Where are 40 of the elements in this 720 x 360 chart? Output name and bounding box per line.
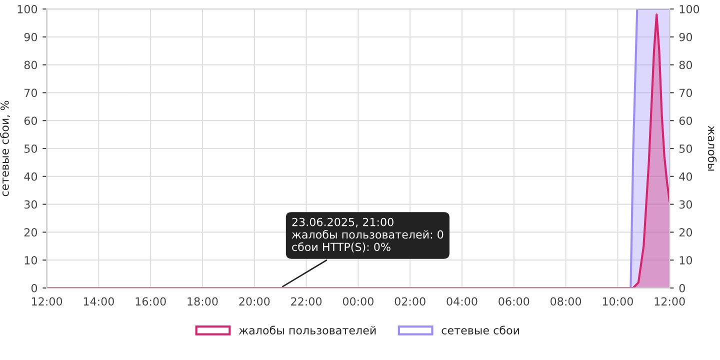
y2-tick-label: 10 xyxy=(680,256,692,264)
y2-tick-label: 20 xyxy=(679,228,692,237)
legend-label: жалобы пользователей xyxy=(238,326,376,334)
y2-tick-label: 50 xyxy=(679,144,692,153)
x-tick-label: 14:00 xyxy=(84,297,114,306)
x-tick-label: 18:00 xyxy=(188,297,218,306)
y-tick-label: 0 xyxy=(31,284,38,292)
y2-tick-label: 80 xyxy=(679,60,692,70)
y2-tick-label: 100 xyxy=(680,4,700,14)
y2-tick-label: 30 xyxy=(679,200,692,209)
x-tick-label: 16:00 xyxy=(136,297,166,306)
y-axis-title: сетевые сбои, % xyxy=(0,100,10,196)
x-tick-label: 02:00 xyxy=(394,297,426,306)
y-tick-label: 40 xyxy=(24,172,38,181)
y-tick-label: 50 xyxy=(24,144,38,153)
x-tick-label: 12:00 xyxy=(654,297,685,306)
x-tick-label: 22:00 xyxy=(291,297,322,306)
x-tick-label: 00:00 xyxy=(342,297,374,306)
y2-tick-label: 60 xyxy=(679,116,692,125)
y-tick-label: 10 xyxy=(24,256,38,264)
y-tick-label: 60 xyxy=(24,116,38,125)
y-tick-label: 80 xyxy=(24,60,38,70)
x-tick-label: 12:00 xyxy=(32,297,62,306)
x-tick-label: 10:00 xyxy=(602,297,633,306)
y2-tick-label: 70 xyxy=(680,88,692,98)
y2-axis-title: жалобы xyxy=(708,126,717,171)
annotation: 23.06.2025, 21:00 жалобы пользователей: 0 сбои HTTP(S): 0% xyxy=(292,218,444,252)
y-tick-label: 30 xyxy=(24,200,38,209)
y2-tick-label: 0 xyxy=(679,284,685,292)
x-tick-label: 20:00 xyxy=(239,297,270,306)
y-tick-label: 100 xyxy=(18,4,38,14)
y2-tick-label: 40 xyxy=(679,172,692,181)
x-tick-label: 08:00 xyxy=(550,297,582,306)
y-tick-label: 70 xyxy=(24,88,38,98)
y-tick-label: 90 xyxy=(24,32,38,42)
y2-tick-label: 90 xyxy=(679,32,692,42)
y-tick-label: 20 xyxy=(24,228,38,237)
x-tick-label: 06:00 xyxy=(498,297,530,306)
legend-label: сетевые сбои xyxy=(442,326,520,334)
x-tick-label: 04:00 xyxy=(446,297,478,306)
